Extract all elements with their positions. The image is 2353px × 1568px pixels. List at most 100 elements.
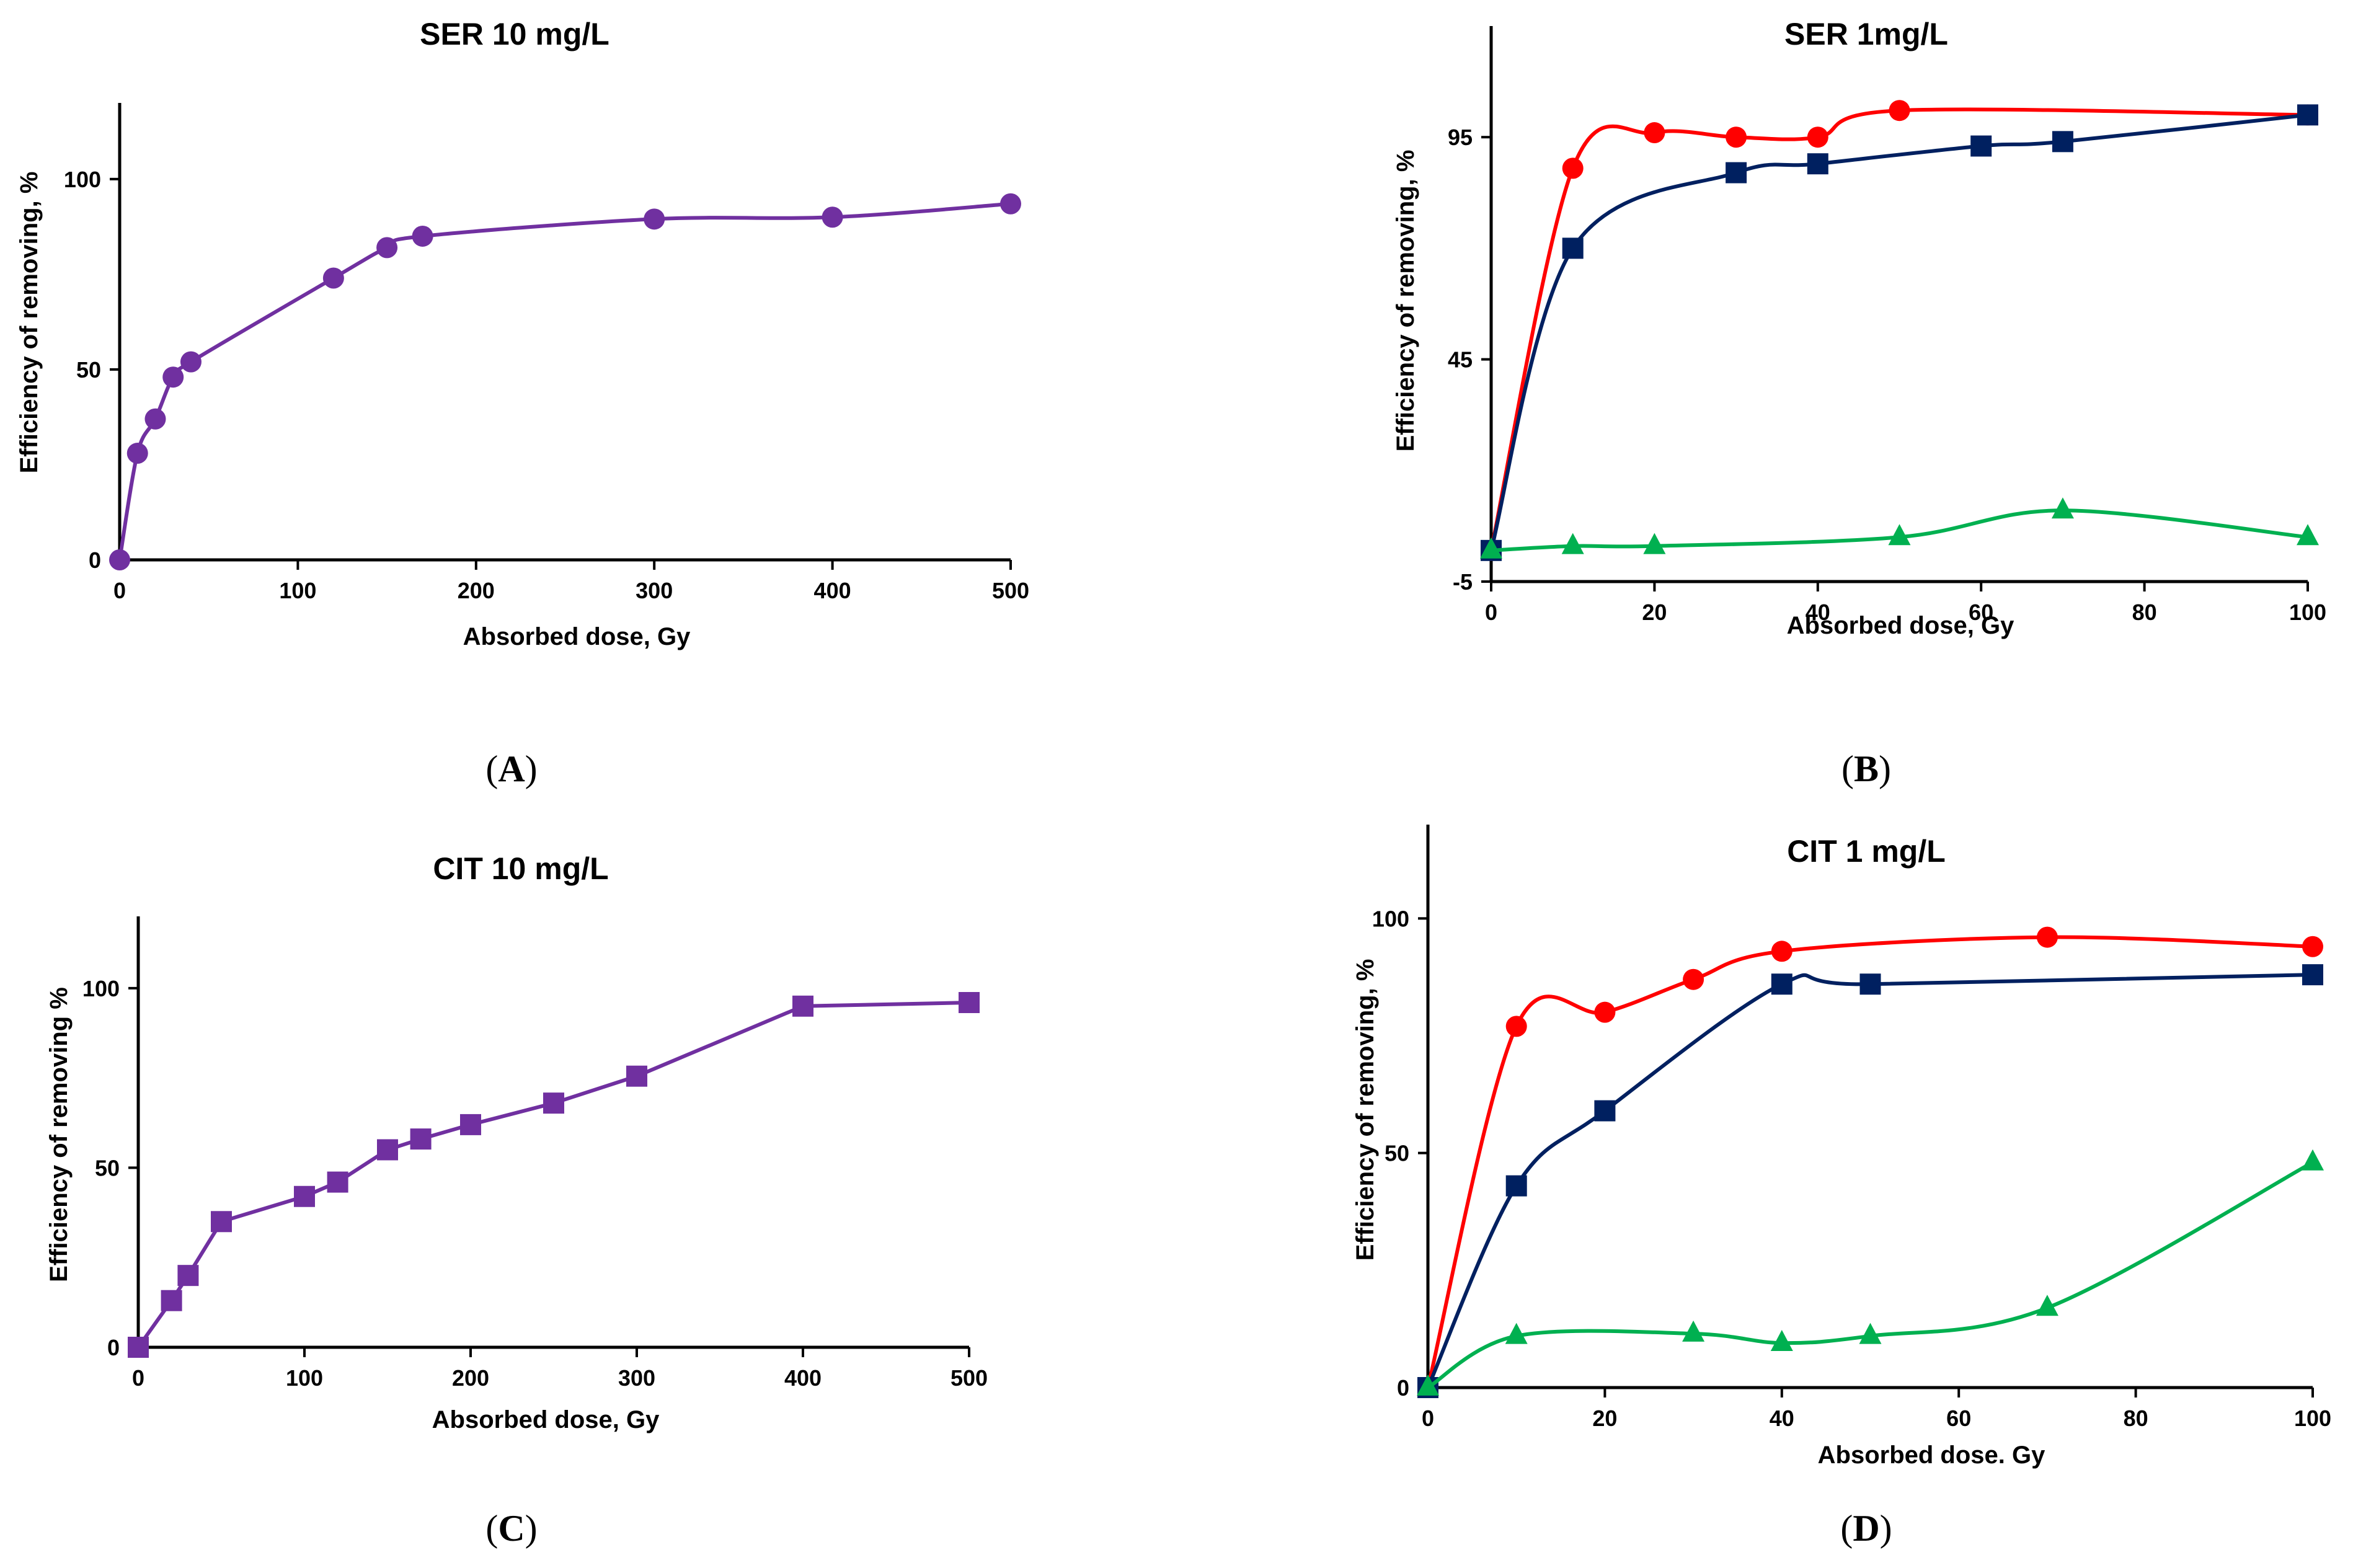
data-point [460, 1114, 481, 1135]
y-tick-label: 45 [1448, 347, 1473, 373]
x-tick-label: 100 [279, 578, 316, 603]
panel-caption-b: (B) [1841, 748, 1891, 789]
data-point [1562, 237, 1584, 259]
y-tick-label: 50 [1385, 1141, 1409, 1166]
data-point [126, 443, 148, 464]
panel-caption-a: (A) [485, 748, 537, 789]
data-point [1726, 162, 1747, 184]
y-tick-label: 100 [64, 167, 101, 192]
data-point [2302, 1149, 2324, 1171]
series-line-green [1426, 1160, 2315, 1389]
x-tick-label: 0 [132, 1365, 144, 1391]
series-line-ser-10-mg/l [118, 202, 1013, 562]
x-tick-label: 300 [618, 1365, 655, 1391]
x-tick-label: 40 [1770, 1406, 1794, 1431]
data-point [2052, 131, 2073, 153]
data-point [1726, 126, 1747, 148]
x-tick-label: 20 [1642, 600, 1667, 625]
series-line-navy [1426, 973, 2315, 1389]
y-tick-label: 0 [1397, 1375, 1409, 1401]
y-tick-label: 100 [1372, 906, 1409, 931]
y-tick-label: 95 [1448, 125, 1473, 150]
x-tick-label: 0 [1485, 600, 1497, 625]
data-point [1888, 524, 1911, 546]
data-point [2302, 936, 2323, 957]
data-point [1561, 533, 1584, 554]
data-point [1594, 1001, 1616, 1023]
x-tick-label: 40 [1806, 600, 1830, 625]
data-point [144, 408, 166, 430]
data-point [1859, 1322, 1882, 1344]
x-tick-label: 0 [1422, 1406, 1434, 1431]
y-tick-label: 0 [89, 547, 101, 573]
data-point [1000, 193, 1021, 215]
series-line-navy [1489, 113, 2310, 552]
series-line-cit-10-mg/l [136, 1001, 971, 1349]
x-axis-label: Absorbed dose, Gy [1787, 612, 2014, 639]
x-tick-label: 60 [1946, 1406, 1971, 1431]
data-point [322, 267, 344, 289]
data-point [294, 1185, 315, 1207]
y-tick-label: 50 [95, 1155, 120, 1180]
data-point [1682, 1320, 1705, 1342]
y-axis-label: Efficiency of removing, % [1392, 150, 1419, 452]
y-axis-label: Efficiency of removing, % [1352, 959, 1379, 1261]
chart-title: SER 10 mg/L [420, 17, 609, 51]
data-point [1643, 533, 1666, 554]
x-axis-label: Absorbed dose. Gy [1818, 1442, 2045, 1469]
x-tick-label: 200 [458, 578, 495, 603]
data-point [792, 995, 813, 1017]
x-tick-label: 200 [452, 1365, 489, 1391]
data-point [1417, 1374, 1439, 1396]
chart-title: CIT 10 mg/L [433, 851, 608, 886]
chart-panel-a: SER 10 mg/L 0 100 200 300 400 500 0 50 100 Absorbe… [16, 17, 1029, 650]
data-point [412, 225, 433, 247]
data-point [1771, 973, 1792, 995]
y-tick-label: 50 [76, 357, 101, 383]
data-point [1505, 1322, 1528, 1344]
x-tick-label: 400 [814, 578, 851, 603]
data-point [161, 1290, 182, 1311]
x-tick-label: 0 [113, 578, 126, 603]
data-point [162, 366, 184, 388]
data-point [327, 1171, 348, 1193]
data-point [376, 237, 398, 259]
data-point [109, 549, 130, 570]
data-point [1771, 941, 1792, 962]
x-tick-label: 100 [2289, 600, 2326, 625]
data-point [959, 992, 980, 1013]
data-point [1889, 100, 1910, 122]
data-point [1562, 157, 1584, 179]
x-tick-label: 500 [951, 1365, 988, 1391]
data-point [377, 1139, 398, 1161]
data-point [822, 206, 843, 228]
data-point [1644, 122, 1665, 144]
data-point [543, 1092, 564, 1114]
chart-title: SER 1mg/L [1784, 17, 1948, 51]
data-point [128, 1337, 149, 1358]
y-axis-label: Efficiency of removing, % [16, 172, 43, 474]
data-point [180, 351, 202, 373]
panel-caption-c: (C) [485, 1508, 537, 1549]
data-point [1480, 537, 1502, 559]
data-point [1807, 126, 1828, 148]
series-line-red [1426, 935, 2315, 1389]
x-tick-label: 80 [2124, 1406, 2148, 1431]
panel-caption-d: (D) [1840, 1508, 1892, 1549]
data-point [626, 1065, 647, 1087]
data-point [1770, 1330, 1793, 1352]
data-point [2297, 524, 2319, 546]
x-tick-label: 100 [286, 1365, 323, 1391]
data-point [2036, 926, 2058, 948]
data-point [2036, 1295, 2058, 1316]
data-point [2302, 964, 2323, 986]
chart-panel-c: CIT 10 mg/L 0 100 200 300 400 500 0 50 100 Absorbe… [45, 851, 988, 1433]
chart-panel-d: CIT 1 mg/L 0 20 40 60 80 100 0 50 100 Absorbed dos… [1352, 825, 2331, 1469]
data-point [644, 208, 665, 230]
data-point [410, 1128, 432, 1150]
y-tick-label: 0 [107, 1335, 120, 1360]
data-point [1970, 135, 1992, 157]
data-point [177, 1265, 199, 1287]
y-tick-label: 100 [82, 976, 120, 1001]
